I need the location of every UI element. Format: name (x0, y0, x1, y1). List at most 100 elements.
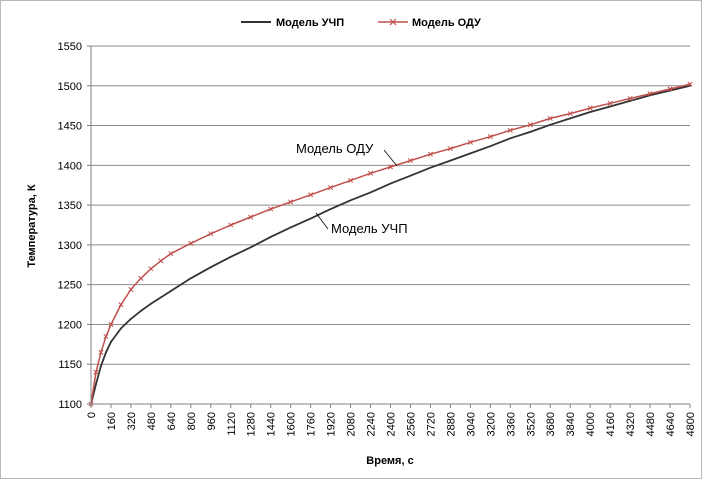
x-tick-label: 2400 (386, 412, 398, 436)
data-point-uchp (449, 159, 452, 162)
series-layer (88, 81, 693, 407)
x-tick-label: 1920 (326, 412, 338, 436)
y-tick-label: 1150 (58, 359, 82, 371)
data-point-uchp (369, 191, 372, 194)
x-tick-label: 1440 (266, 412, 278, 436)
y-tick-label: 1550 (58, 41, 82, 53)
x-tick-label: 2240 (366, 412, 378, 436)
data-point-odu (627, 95, 633, 102)
data-point-odu (328, 185, 334, 191)
x-tick-label: 2720 (425, 412, 437, 436)
data-point-odu (128, 286, 134, 292)
annotation-odu-leader (383, 149, 398, 167)
x-tick-label: 3840 (565, 412, 577, 436)
data-point-odu (487, 134, 493, 140)
data-point-odu (268, 206, 274, 212)
data-point-uchp (389, 182, 392, 185)
data-point-odu (547, 115, 553, 121)
data-point-odu (387, 164, 394, 170)
data-point-odu (148, 266, 154, 272)
data-point-uchp (150, 302, 152, 305)
x-tick-label: 4800 (685, 412, 697, 436)
y-tick-label: 1200 (58, 319, 82, 331)
series-line-odu (90, 83, 691, 405)
y-tick-label: 1500 (58, 81, 82, 93)
data-point-uchp (130, 317, 132, 320)
x-tick-label: 800 (186, 412, 198, 430)
y-tick-label: 1100 (58, 399, 82, 411)
data-point-uchp (229, 255, 232, 258)
annotation-odu: Модель ОДУ (296, 141, 374, 156)
data-point-uchp (110, 341, 112, 343)
data-point-uchp (329, 208, 332, 210)
data-point-odu (93, 369, 99, 375)
data-point-odu (467, 139, 473, 145)
data-point-odu (367, 170, 374, 176)
x-tick-label: 640 (166, 412, 178, 430)
data-point-odu (407, 158, 414, 164)
data-point-odu (687, 81, 693, 87)
x-tick-label: 320 (126, 412, 138, 430)
x-tick-label: 2080 (346, 412, 358, 436)
data-point-uchp (549, 123, 552, 126)
data-point-odu (607, 100, 613, 106)
x-tick-label: 3200 (485, 412, 497, 436)
data-point-odu (138, 275, 144, 281)
data-point-odu (168, 251, 174, 257)
legend: Модель УЧП Модель ОДУ (241, 17, 481, 29)
legend-label-uchp: Модель УЧП (276, 17, 344, 29)
data-point-uchp (120, 327, 122, 330)
x-axis-title: Время, с (366, 455, 413, 467)
data-point-odu (288, 199, 294, 205)
data-point-odu (447, 146, 453, 152)
y-tick-label: 1300 (58, 240, 82, 252)
x-tick-label: 1280 (246, 412, 258, 436)
data-point-uchp (589, 111, 592, 113)
data-point-uchp (569, 117, 572, 120)
data-point-odu (158, 258, 164, 264)
data-point-odu (527, 122, 533, 128)
data-point-uchp (509, 137, 512, 140)
annotation-uchp: Модель УЧП (331, 221, 408, 236)
y-axis-ticks: 1100 1150 1200 1250 1300 1350 1400 1450 1500 1550 (58, 41, 91, 411)
x-tick-label: 4320 (625, 412, 637, 436)
data-point-uchp (159, 296, 162, 299)
x-tick-label: 1120 (226, 412, 238, 436)
y-tick-label: 1450 (58, 121, 82, 133)
data-point-odu (647, 91, 653, 97)
data-point-uchp (105, 351, 107, 354)
data-point-uchp (100, 364, 102, 367)
data-point-uchp (529, 131, 532, 133)
annotation-uchp-leader (315, 212, 329, 230)
data-point-uchp (189, 277, 192, 280)
x-tick-label: 4160 (605, 412, 617, 436)
data-point-odu (308, 192, 314, 198)
x-tick-label: 160 (106, 412, 118, 430)
data-point-odu (667, 86, 673, 92)
data-point-odu (248, 214, 254, 220)
gridlines (91, 45, 690, 365)
x-tick-label: 4640 (665, 412, 677, 436)
x-tick-label: 3360 (505, 412, 517, 436)
data-point-odu (103, 333, 109, 339)
data-point-uchp (469, 152, 472, 155)
y-axis-title: Температура, К (26, 184, 38, 267)
data-point-uchp (489, 145, 492, 148)
data-point-odu (108, 321, 114, 327)
data-point-uchp (409, 174, 412, 177)
x-tick-label: 960 (206, 412, 218, 430)
x-tick-label: 3520 (525, 412, 537, 436)
data-point-uchp (609, 105, 612, 108)
x-axis-ticks: 0 160 320 480 640 800 960 1120 1280 1440 1600 1760 1… (86, 404, 697, 436)
x-tick-label: 0 (86, 412, 98, 418)
y-tick-label: 1250 (58, 280, 82, 292)
x-tick-label: 3040 (465, 412, 477, 436)
x-tick-label: 3680 (545, 412, 557, 436)
data-point-odu (507, 127, 513, 133)
data-point-uchp (429, 166, 432, 169)
data-point-odu (587, 105, 593, 111)
data-point-uchp (249, 246, 252, 249)
data-point-odu (98, 349, 104, 355)
